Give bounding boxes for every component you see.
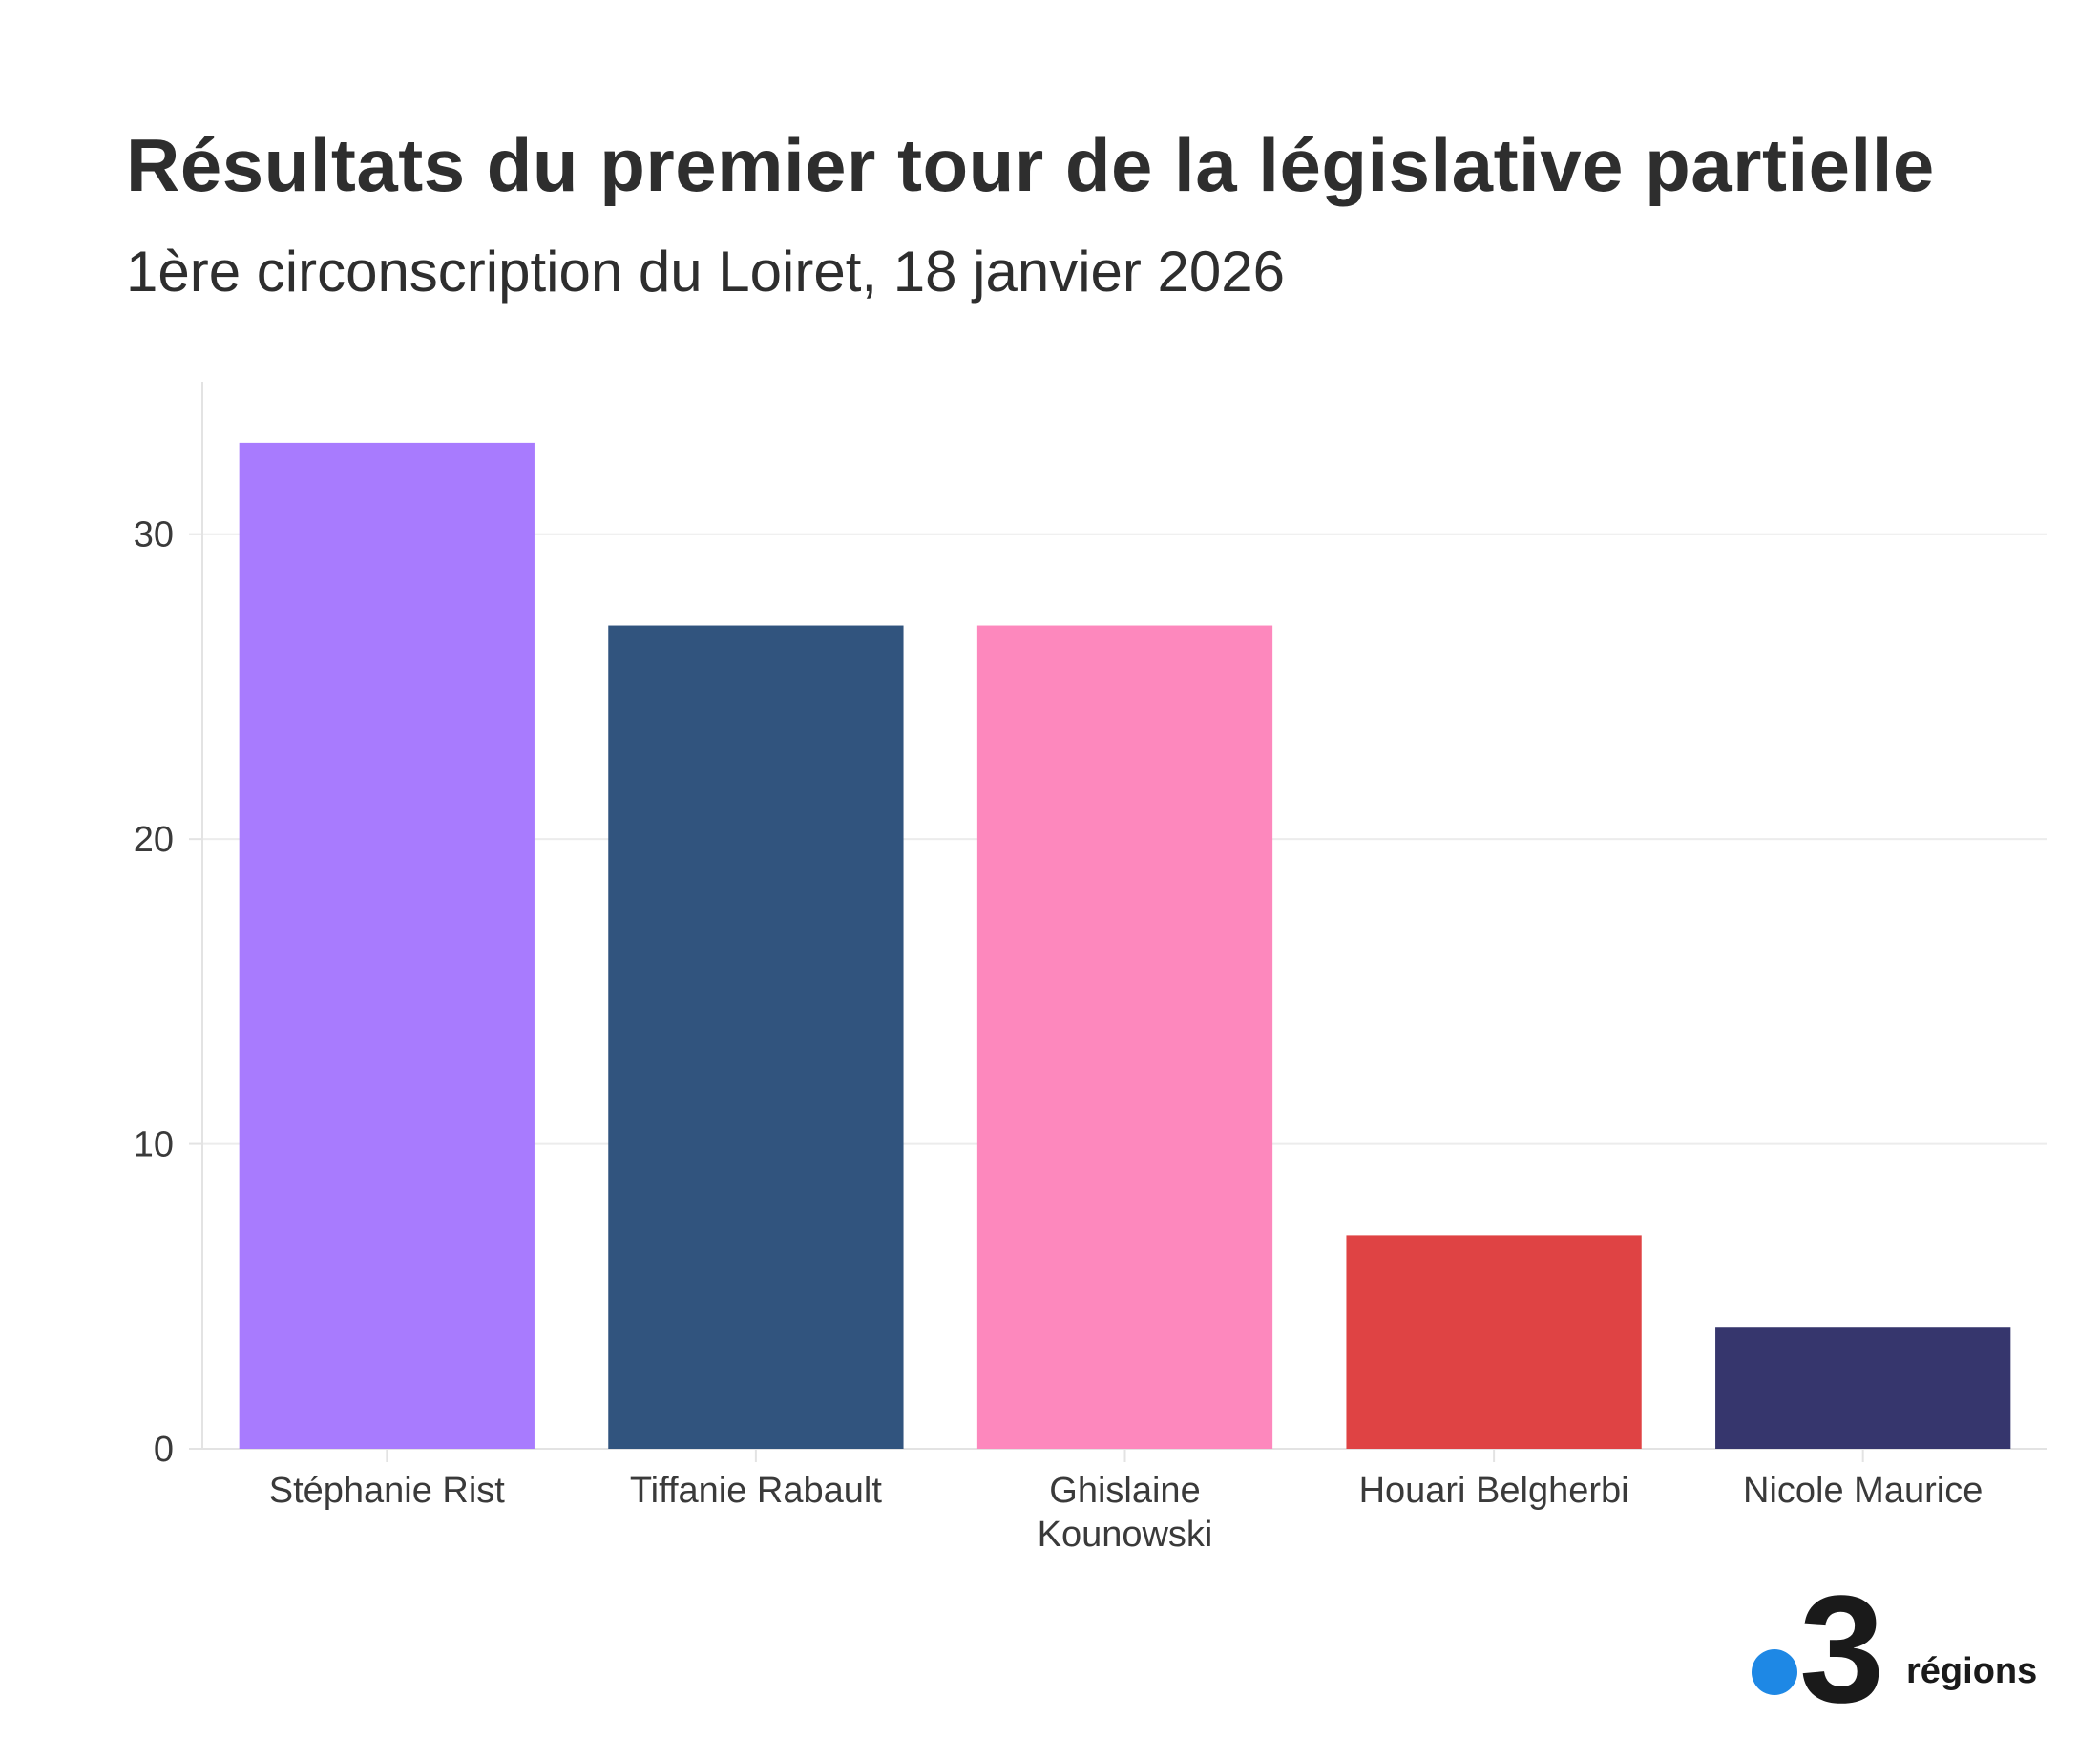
x-tick-label-line: Ghislaine [1049, 1471, 1200, 1511]
logo-dot-icon [1752, 1649, 1797, 1695]
x-tick-label-line: Houari Belgherbi [1359, 1471, 1629, 1511]
x-tick-label-line: Kounowski [1038, 1515, 1213, 1555]
x-axis-labels: Stéphanie Rist Tiffanie Rabault Ghislaine K… [269, 1471, 1984, 1555]
y-axis-ticks: 0 10 20 30 [134, 515, 202, 1470]
bar-1 [608, 625, 904, 1449]
y-tick-label-30: 30 [134, 515, 174, 555]
y-tick-label-10: 10 [134, 1125, 174, 1165]
x-tick-label-1: Tiffanie Rabault [630, 1471, 882, 1511]
y-tick-label-0: 0 [154, 1430, 174, 1470]
x-tick-label-0: Stéphanie Rist [269, 1471, 506, 1511]
bar-3 [1346, 1235, 1642, 1449]
x-tick-label-line: Stéphanie Rist [269, 1471, 506, 1511]
y-tick-label-20: 20 [134, 820, 174, 860]
bars [239, 442, 2011, 1449]
x-tick-label-line: Nicole Maurice [1743, 1471, 1983, 1511]
bar-4 [1715, 1327, 2011, 1449]
x-tick-label-3: Houari Belgherbi [1359, 1471, 1629, 1511]
logo-text: régions [1906, 1651, 2038, 1691]
bar-2 [976, 625, 1273, 1449]
x-tick-label-4: Nicole Maurice [1743, 1471, 1983, 1511]
chart-title: Résultats du premier tour de la législat… [126, 123, 1935, 207]
france3-regions-logo: 3 régions [1752, 1573, 2067, 1726]
bar-0 [239, 442, 535, 1449]
bar-chart: 0 10 20 30 Stéphanie Rist Tiffanie Rabault Gh… [134, 382, 2048, 1555]
logo-number: 3 [1799, 1563, 1884, 1734]
x-tick-label-line: Tiffanie Rabault [630, 1471, 882, 1511]
chart-subtitle: 1ère circonscription du Loiret, 18 janvi… [126, 240, 1286, 304]
x-tick-label-2: Ghislaine Kounowski [1038, 1471, 1213, 1555]
x-axis-ticks [386, 1449, 1864, 1462]
